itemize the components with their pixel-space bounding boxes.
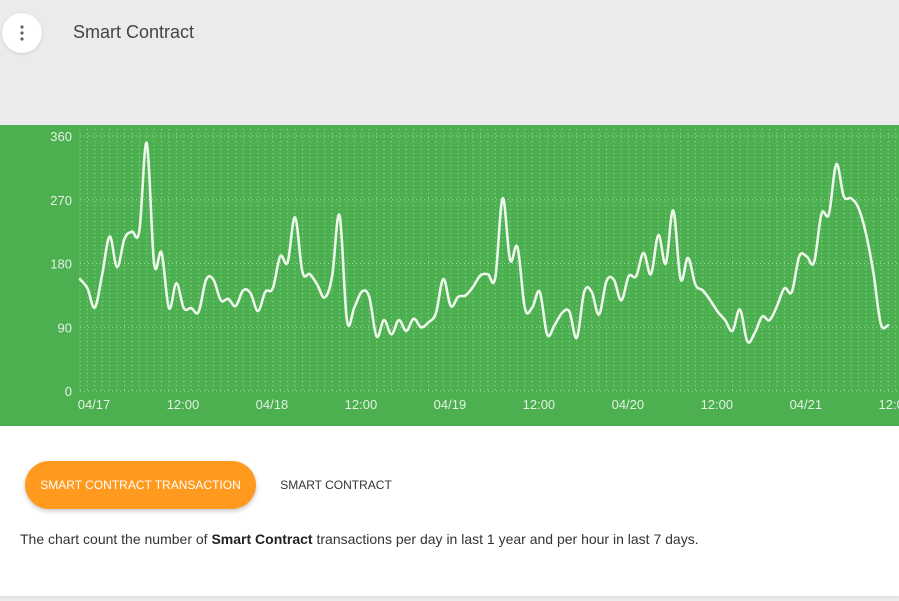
- tab-smart-contract-transaction[interactable]: SMART CONTRACT TRANSACTION: [25, 461, 256, 509]
- chart-description: The chart count the number of Smart Cont…: [20, 531, 699, 547]
- description-bold: Smart Contract: [211, 531, 313, 547]
- app-header: Smart Contract: [0, 0, 899, 125]
- x-tick-label: 04/17: [78, 397, 111, 412]
- menu-button[interactable]: [2, 13, 42, 53]
- x-tick-label: 04/21: [790, 397, 823, 412]
- x-tick-label: 12:00: [345, 397, 378, 412]
- page-title: Smart Contract: [73, 22, 195, 42]
- description-text-after: transactions per day in last 1 year and …: [312, 531, 699, 547]
- x-tick-label: 12:00: [523, 397, 556, 412]
- tab-smart-contract[interactable]: SMART CONTRACT: [268, 461, 404, 509]
- chart-grid: [79, 129, 899, 392]
- y-tick-label: 0: [65, 384, 72, 399]
- x-tick-label: 12:00: [701, 397, 734, 412]
- y-tick-label: 360: [50, 129, 72, 144]
- x-tick-label: 04/20: [612, 397, 645, 412]
- content-panel: SMART CONTRACT TRANSACTION SMART CONTRAC…: [0, 426, 899, 596]
- chart-svg: 0 90 180 270 360 04/17 12:00 04/18 12:00 04/19 12:…: [50, 129, 899, 412]
- data-points: [79, 142, 890, 343]
- description-text-before: The chart count the number of: [20, 531, 212, 547]
- x-tick-label: 12:00: [167, 397, 200, 412]
- transaction-chart: 0 90 180 270 360 04/17 12:00 04/18 12:00 04/19 12:…: [0, 125, 899, 426]
- x-tick-label: 04/18: [256, 397, 289, 412]
- y-tick-label: 270: [50, 193, 72, 208]
- x-tick-label: 04/19: [434, 397, 467, 412]
- more-vert-icon: [20, 25, 24, 41]
- y-tick-label: 90: [58, 320, 72, 335]
- y-tick-label: 180: [50, 257, 72, 272]
- series-line: [78, 141, 890, 344]
- x-tick-label: 12:00: [879, 397, 899, 412]
